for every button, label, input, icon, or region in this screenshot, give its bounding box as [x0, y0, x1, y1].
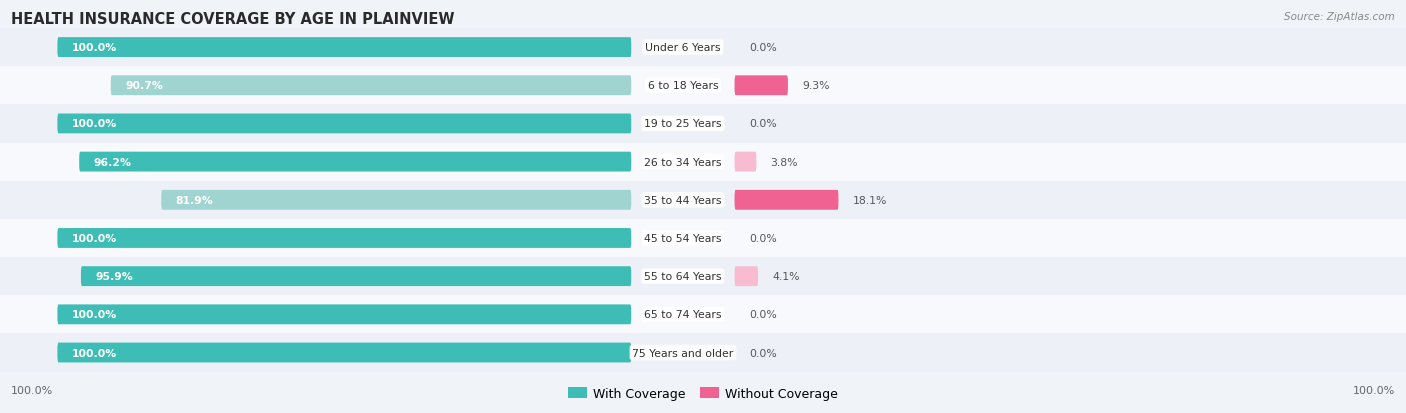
Text: 35 to 44 Years: 35 to 44 Years — [644, 195, 721, 205]
Text: 18.1%: 18.1% — [853, 195, 887, 205]
FancyBboxPatch shape — [0, 257, 1406, 296]
FancyBboxPatch shape — [0, 143, 1406, 181]
Text: 19 to 25 Years: 19 to 25 Years — [644, 119, 721, 129]
FancyBboxPatch shape — [734, 152, 756, 172]
FancyBboxPatch shape — [0, 219, 1406, 257]
FancyBboxPatch shape — [0, 67, 1406, 105]
Text: 26 to 34 Years: 26 to 34 Years — [644, 157, 721, 167]
Text: 100.0%: 100.0% — [72, 348, 117, 358]
FancyBboxPatch shape — [0, 181, 1406, 219]
Text: 0.0%: 0.0% — [749, 43, 776, 53]
Text: HEALTH INSURANCE COVERAGE BY AGE IN PLAINVIEW: HEALTH INSURANCE COVERAGE BY AGE IN PLAI… — [11, 12, 454, 27]
Text: 100.0%: 100.0% — [1353, 385, 1395, 395]
FancyBboxPatch shape — [0, 296, 1406, 334]
FancyBboxPatch shape — [734, 266, 758, 286]
Text: 0.0%: 0.0% — [749, 310, 776, 320]
Text: 96.2%: 96.2% — [94, 157, 132, 167]
Legend: With Coverage, Without Coverage: With Coverage, Without Coverage — [562, 382, 844, 405]
Text: 4.1%: 4.1% — [772, 271, 800, 282]
FancyBboxPatch shape — [0, 334, 1406, 372]
FancyBboxPatch shape — [58, 38, 631, 58]
Text: 75 Years and older: 75 Years and older — [633, 348, 734, 358]
Text: Under 6 Years: Under 6 Years — [645, 43, 721, 53]
Text: 55 to 64 Years: 55 to 64 Years — [644, 271, 721, 282]
FancyBboxPatch shape — [162, 190, 631, 210]
FancyBboxPatch shape — [58, 305, 631, 325]
Text: 3.8%: 3.8% — [770, 157, 799, 167]
FancyBboxPatch shape — [0, 29, 1406, 67]
FancyBboxPatch shape — [0, 105, 1406, 143]
FancyBboxPatch shape — [79, 152, 631, 172]
FancyBboxPatch shape — [734, 190, 838, 210]
Text: 65 to 74 Years: 65 to 74 Years — [644, 310, 721, 320]
FancyBboxPatch shape — [82, 266, 631, 286]
Text: 100.0%: 100.0% — [72, 233, 117, 243]
FancyBboxPatch shape — [58, 343, 631, 363]
Text: 6 to 18 Years: 6 to 18 Years — [648, 81, 718, 91]
FancyBboxPatch shape — [111, 76, 631, 96]
Text: 95.9%: 95.9% — [96, 271, 134, 282]
Text: 0.0%: 0.0% — [749, 119, 776, 129]
Text: 90.7%: 90.7% — [125, 81, 163, 91]
Text: Source: ZipAtlas.com: Source: ZipAtlas.com — [1284, 12, 1395, 22]
Text: 100.0%: 100.0% — [72, 310, 117, 320]
Text: 100.0%: 100.0% — [11, 385, 53, 395]
Text: 100.0%: 100.0% — [72, 119, 117, 129]
FancyBboxPatch shape — [58, 114, 631, 134]
Text: 100.0%: 100.0% — [72, 43, 117, 53]
Text: 9.3%: 9.3% — [803, 81, 830, 91]
Text: 0.0%: 0.0% — [749, 233, 776, 243]
FancyBboxPatch shape — [734, 76, 787, 96]
FancyBboxPatch shape — [58, 228, 631, 248]
Text: 0.0%: 0.0% — [749, 348, 776, 358]
Text: 45 to 54 Years: 45 to 54 Years — [644, 233, 721, 243]
Text: 81.9%: 81.9% — [176, 195, 214, 205]
